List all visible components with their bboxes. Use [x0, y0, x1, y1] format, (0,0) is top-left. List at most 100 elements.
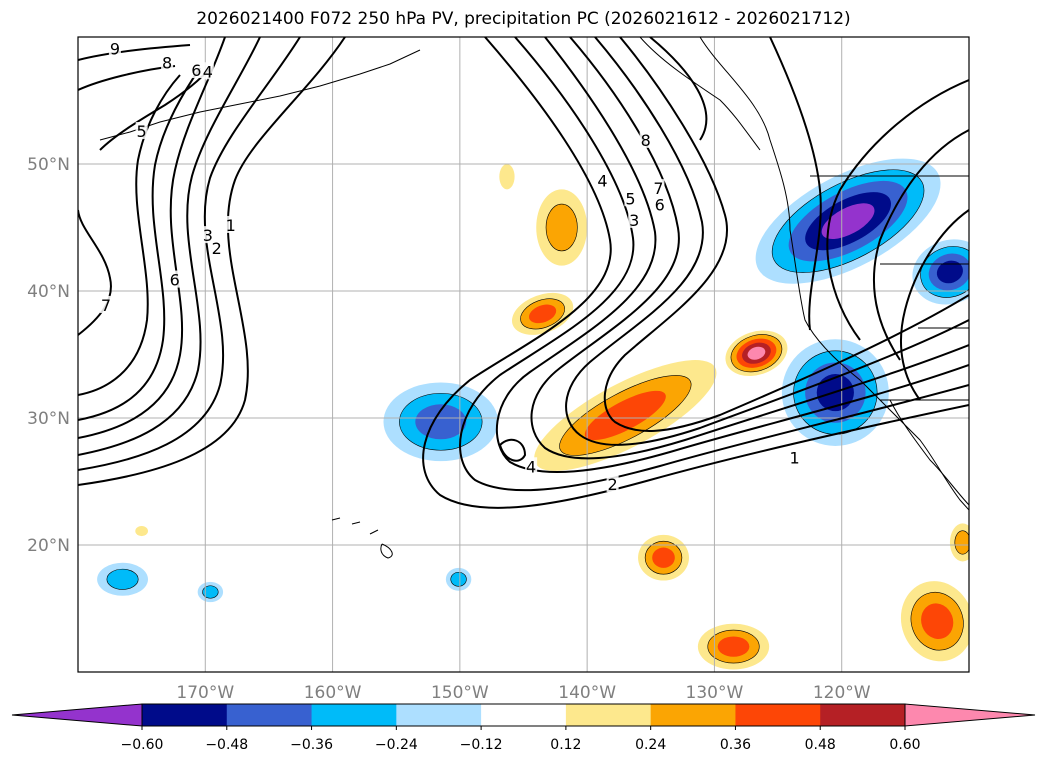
lat-tick-label: 40°N — [27, 282, 70, 302]
contour-label: 5 — [625, 189, 635, 208]
pv-contour — [603, 37, 969, 433]
lon-tick-label: 160°W — [304, 683, 362, 703]
pv-contour — [78, 74, 181, 396]
contour-label-bg — [628, 210, 641, 228]
precip-level — [717, 636, 750, 657]
pv-contour — [769, 37, 822, 331]
contour-label: 5 — [137, 122, 147, 141]
precip-blob — [900, 581, 969, 662]
precip-level — [135, 525, 149, 537]
pv-contour — [899, 209, 969, 401]
contour-label-bg — [653, 195, 666, 213]
contour-label-bg — [525, 457, 538, 475]
colorbar-segment — [226, 704, 313, 726]
precip-level — [921, 603, 954, 640]
precip-blob — [445, 567, 472, 591]
colorbar-segment — [735, 704, 821, 726]
precip-level — [528, 304, 557, 324]
precip-blob — [949, 523, 969, 562]
contour-label-bg — [100, 295, 113, 313]
colorbar-tick-label: 0.24 — [635, 737, 666, 753]
contour-label: 3 — [203, 226, 213, 245]
contour-label: 6 — [655, 196, 665, 215]
contour-label-bg — [652, 179, 665, 197]
pv-contours — [78, 37, 969, 509]
contour-label: 8 — [641, 131, 651, 150]
coastline-alaska-panhandle — [639, 37, 761, 151]
contour-label-bg — [596, 171, 609, 189]
contour-label-bg — [639, 130, 652, 148]
pv-contour — [78, 37, 346, 486]
contour-label-bg — [210, 238, 223, 256]
colorbar-segment — [396, 704, 482, 726]
precip-level — [936, 260, 963, 284]
contour-label: 1 — [226, 216, 236, 235]
colorbar-tick-label: −0.24 — [375, 737, 418, 753]
precip-level — [954, 530, 969, 555]
contour-label: 2 — [212, 239, 222, 258]
precip-level — [499, 164, 515, 190]
colorbar-extend-min — [11, 703, 143, 727]
precip-blob — [638, 534, 689, 581]
precip-level — [747, 346, 766, 360]
lon-tick-label: 140°W — [558, 683, 616, 703]
colorbar-tick-label: 0.48 — [805, 737, 836, 753]
contour-label-bg — [624, 189, 637, 207]
colorbar-extend-max — [904, 703, 1036, 727]
precip-blob — [97, 562, 149, 596]
colorbar-tick-label: 0.60 — [889, 737, 920, 753]
colorbar-segment — [820, 704, 906, 726]
precip-blob — [725, 330, 788, 376]
chart-title: 2026021400 F072 250 hPa PV, precipitatio… — [196, 9, 851, 29]
colorbar-tick-label: −0.48 — [205, 737, 248, 753]
precip-blob — [534, 360, 717, 471]
contour-label: 4 — [203, 62, 213, 81]
precip-level — [202, 585, 219, 599]
pv-contour — [649, 37, 708, 141]
colorbar-segment — [481, 704, 567, 726]
longitude-axis: 170°W 160°W 150°W 140°W 130°W 120°W — [176, 683, 870, 703]
pv-contour — [565, 37, 969, 446]
coastline-north-america — [699, 37, 969, 511]
contour-label: 6 — [191, 61, 201, 80]
contour-label-bg — [606, 475, 619, 493]
lat-tick-label: 20°N — [27, 536, 70, 556]
lon-tick-label: 170°W — [176, 683, 234, 703]
contour-label: 9 — [110, 39, 120, 58]
contour-label-bg — [161, 53, 174, 71]
contour-label: 6 — [170, 271, 180, 290]
precip-blob — [499, 164, 515, 190]
contour-label-bg — [224, 215, 237, 233]
contour-label: 4 — [597, 172, 607, 191]
pv-contour — [872, 129, 969, 361]
colorbar: −0.60 −0.48 −0.36 −0.24 −0.12 0.12 0.24 0.36 0.4… — [11, 703, 1036, 753]
contour-label-bg — [190, 61, 203, 79]
lat-tick-label: 50°N — [27, 155, 70, 175]
lon-tick-label: 130°W — [686, 683, 744, 703]
precip-level — [450, 571, 467, 587]
contour-label-bg — [135, 121, 148, 139]
pv-contour — [78, 37, 301, 471]
contour-label-bg — [788, 448, 801, 466]
contour-label-bg — [108, 39, 121, 57]
lat-tick-label: 30°N — [27, 409, 70, 429]
coastline-hawaii — [331, 517, 393, 559]
precip-level — [821, 203, 875, 240]
precip-blob — [697, 623, 770, 670]
pv-contour — [78, 209, 112, 336]
colorbar-tick-label: 0.36 — [720, 737, 751, 753]
colorbar-segment — [650, 704, 736, 726]
border-lines — [810, 175, 969, 401]
pv-contour — [496, 37, 969, 474]
precip-level — [106, 568, 139, 590]
colorbar-segment — [311, 704, 397, 726]
latitude-axis: 20°N 30°N 40°N 50°N — [27, 155, 70, 556]
colorbar-frame — [141, 703, 906, 727]
contour-label: 3 — [629, 211, 639, 230]
colorbar-segment — [142, 704, 228, 726]
pv-contour — [99, 67, 211, 151]
map-frame — [77, 36, 970, 673]
precip-blob — [197, 581, 224, 603]
